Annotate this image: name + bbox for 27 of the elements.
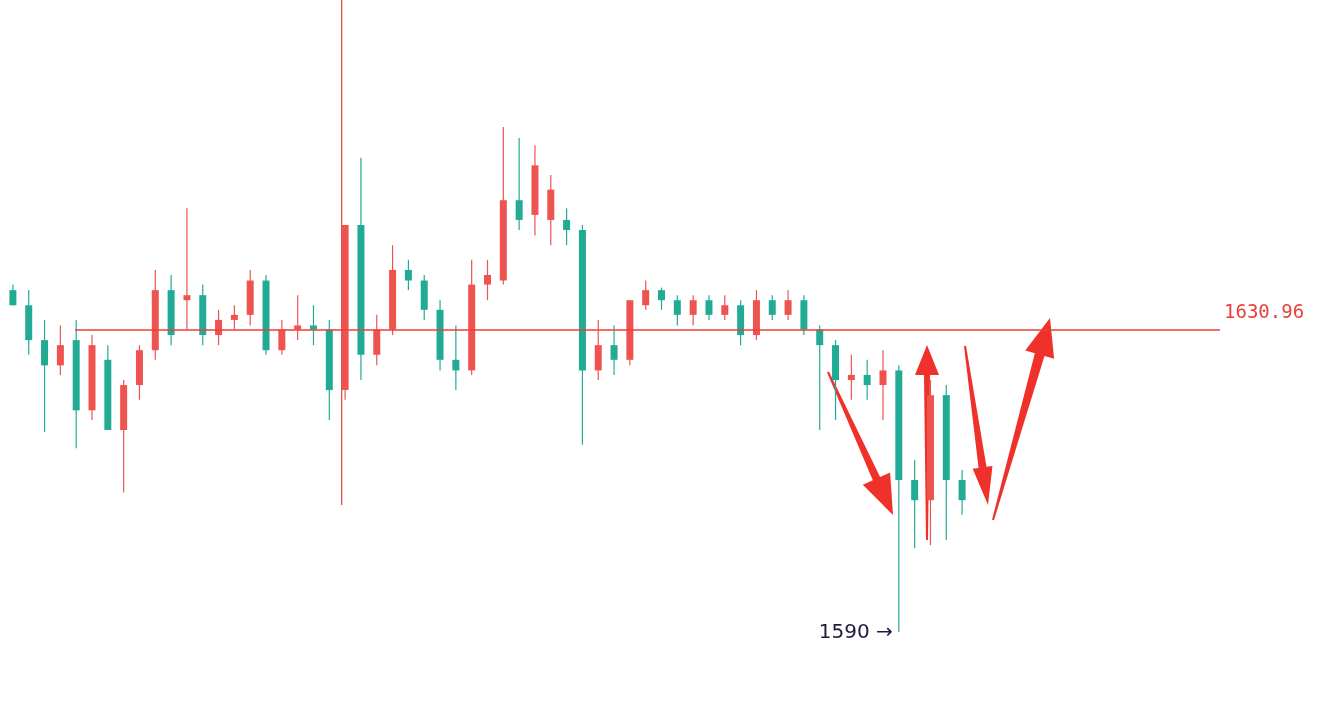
candlestick bbox=[563, 207, 571, 246]
candlestick bbox=[847, 354, 855, 401]
candlestick bbox=[515, 137, 523, 231]
candlestick bbox=[309, 304, 317, 346]
candlestick bbox=[911, 459, 919, 549]
candlestick bbox=[958, 469, 966, 516]
candlestick bbox=[230, 304, 238, 331]
candlestick bbox=[484, 259, 491, 301]
candlestick bbox=[278, 319, 286, 356]
candlestick bbox=[673, 294, 681, 327]
candlestick bbox=[642, 279, 650, 311]
candlestick bbox=[294, 294, 302, 341]
candlestick bbox=[705, 294, 713, 321]
candlestick bbox=[610, 324, 618, 376]
candlestick bbox=[658, 286, 666, 311]
candlestick bbox=[863, 359, 871, 401]
annotation: 1590 → bbox=[818, 619, 893, 643]
candlestick bbox=[452, 324, 460, 391]
candlestick bbox=[879, 349, 887, 421]
candlestick bbox=[721, 294, 729, 321]
candlestick bbox=[183, 207, 191, 331]
candlestick bbox=[689, 294, 697, 327]
candlestick bbox=[784, 289, 792, 321]
candlestick bbox=[768, 294, 776, 321]
candlestick bbox=[404, 259, 412, 291]
candlestick bbox=[56, 324, 64, 376]
text: 1630.96 bbox=[1224, 300, 1305, 323]
